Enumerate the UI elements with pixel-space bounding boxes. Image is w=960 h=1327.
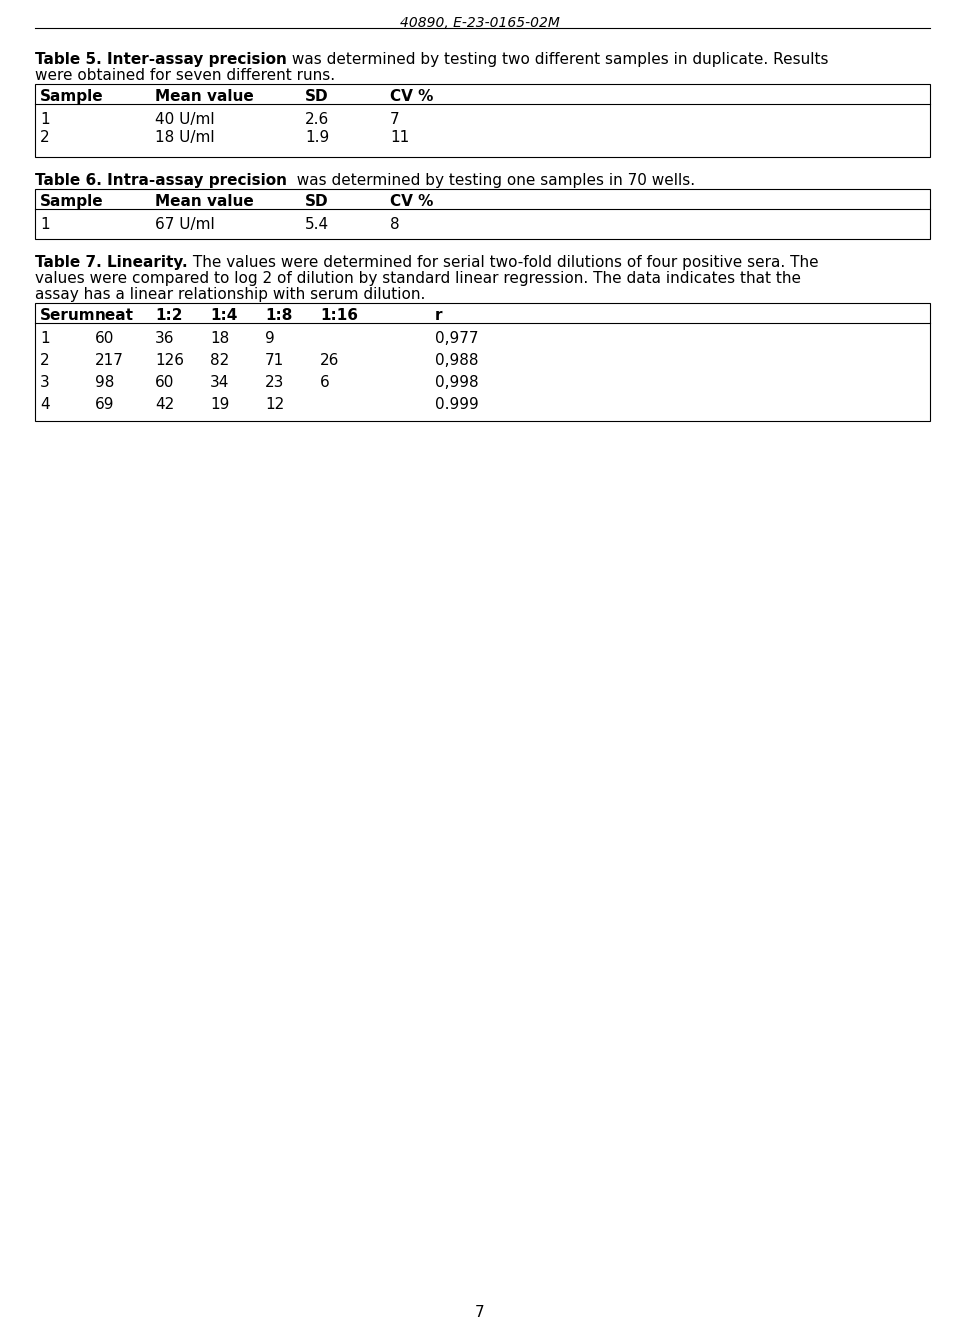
Text: Table 5. Inter-assay precision: Table 5. Inter-assay precision <box>35 52 287 66</box>
Text: 0,977: 0,977 <box>435 330 478 346</box>
Text: 0,998: 0,998 <box>435 376 479 390</box>
Text: 0,988: 0,988 <box>435 353 478 368</box>
Text: 71: 71 <box>265 353 284 368</box>
Text: 18: 18 <box>210 330 229 346</box>
Bar <box>35 303 930 421</box>
Text: 36: 36 <box>155 330 175 346</box>
Text: 8: 8 <box>390 218 399 232</box>
Text: 60: 60 <box>95 330 114 346</box>
Text: 1:8: 1:8 <box>265 308 293 322</box>
Text: 9: 9 <box>265 330 275 346</box>
Text: 4: 4 <box>40 397 50 411</box>
Text: SD: SD <box>305 89 328 104</box>
Text: 98: 98 <box>95 376 114 390</box>
Text: 2: 2 <box>40 353 50 368</box>
Text: r: r <box>435 308 443 322</box>
Text: 82: 82 <box>210 353 229 368</box>
Text: 23: 23 <box>265 376 284 390</box>
Text: 40 U/ml: 40 U/ml <box>155 111 215 127</box>
Text: neat: neat <box>95 308 134 322</box>
Text: 40890, E-23-0165-02M: 40890, E-23-0165-02M <box>400 16 560 31</box>
Text: 18 U/ml: 18 U/ml <box>155 130 215 145</box>
Text: 7: 7 <box>390 111 399 127</box>
Text: 69: 69 <box>95 397 114 411</box>
Text: 2.6: 2.6 <box>305 111 329 127</box>
Text: 6: 6 <box>320 376 329 390</box>
Text: 126: 126 <box>155 353 184 368</box>
Text: 3: 3 <box>40 376 50 390</box>
Text: Table 7. Linearity.: Table 7. Linearity. <box>35 255 187 269</box>
Text: 26: 26 <box>320 353 340 368</box>
Text: 2: 2 <box>40 130 50 145</box>
Text: was determined by testing one samples in 70 wells.: was determined by testing one samples in… <box>287 173 695 188</box>
Text: 67 U/ml: 67 U/ml <box>155 218 215 232</box>
Text: Sample: Sample <box>40 194 104 208</box>
Text: Serum: Serum <box>40 308 96 322</box>
Text: 11: 11 <box>390 130 409 145</box>
Text: was determined by testing two different samples in duplicate. Results: was determined by testing two different … <box>287 52 828 66</box>
Text: 5.4: 5.4 <box>305 218 329 232</box>
Text: 1:16: 1:16 <box>320 308 358 322</box>
Text: 34: 34 <box>210 376 229 390</box>
Text: 1.9: 1.9 <box>305 130 329 145</box>
Bar <box>35 84 930 157</box>
Text: were obtained for seven different runs.: were obtained for seven different runs. <box>35 68 335 84</box>
Text: assay has a linear relationship with serum dilution.: assay has a linear relationship with ser… <box>35 287 425 303</box>
Bar <box>35 188 930 239</box>
Text: 217: 217 <box>95 353 124 368</box>
Text: 42: 42 <box>155 397 175 411</box>
Text: The values were determined for serial two-fold dilutions of four positive sera. : The values were determined for serial tw… <box>187 255 818 269</box>
Text: Sample: Sample <box>40 89 104 104</box>
Text: values were compared to log 2 of dilution by standard linear regression. The dat: values were compared to log 2 of dilutio… <box>35 271 801 287</box>
Text: 1:2: 1:2 <box>155 308 182 322</box>
Text: 1: 1 <box>40 218 50 232</box>
Text: CV %: CV % <box>390 89 433 104</box>
Text: 19: 19 <box>210 397 229 411</box>
Text: Table 6. Intra-assay precision: Table 6. Intra-assay precision <box>35 173 287 188</box>
Text: 0.999: 0.999 <box>435 397 479 411</box>
Text: Mean value: Mean value <box>155 89 253 104</box>
Text: 60: 60 <box>155 376 175 390</box>
Text: CV %: CV % <box>390 194 433 208</box>
Text: 12: 12 <box>265 397 284 411</box>
Text: Mean value: Mean value <box>155 194 253 208</box>
Text: 1: 1 <box>40 111 50 127</box>
Text: 1:4: 1:4 <box>210 308 237 322</box>
Text: 1: 1 <box>40 330 50 346</box>
Text: SD: SD <box>305 194 328 208</box>
Text: 7: 7 <box>475 1304 485 1320</box>
